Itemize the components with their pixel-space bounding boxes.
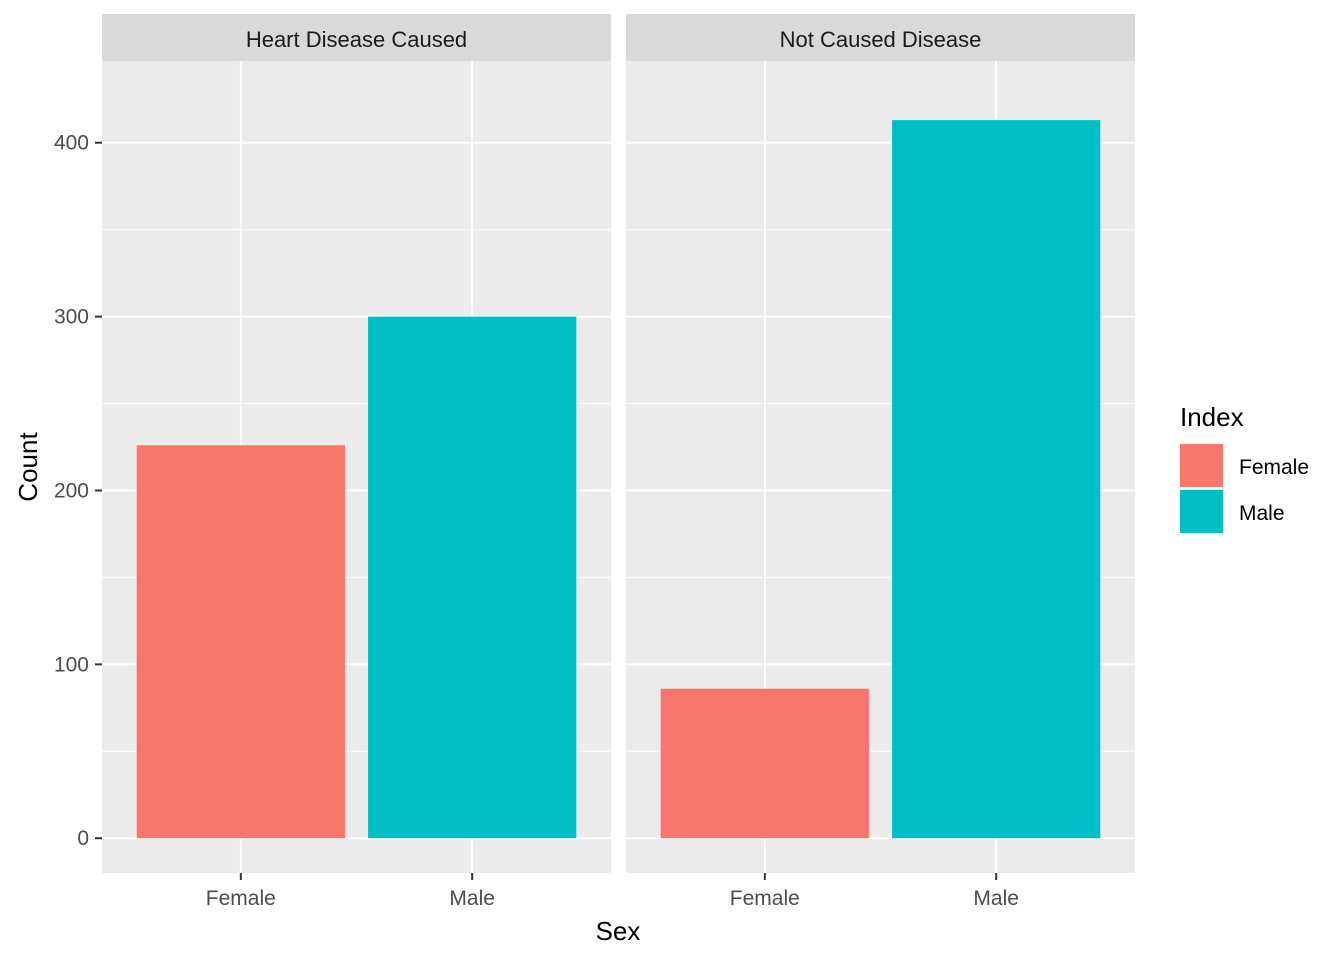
legend-key-male xyxy=(1180,490,1223,533)
x-tick-label: Female xyxy=(206,887,276,910)
y-tick-label: 300 xyxy=(54,306,89,329)
legend-key-female xyxy=(1180,444,1223,487)
facet-strip-label: Heart Disease Caused xyxy=(246,27,467,52)
legend-title: Index xyxy=(1180,402,1244,432)
legend-entries: Female Male xyxy=(1180,444,1309,533)
facet-strip xyxy=(102,14,611,61)
bar-female xyxy=(660,688,869,839)
bar-female xyxy=(136,445,345,839)
y-tick-label: 0 xyxy=(77,827,89,850)
y-axis: 0 100 200 300 400 xyxy=(54,132,102,850)
legend-label-male: Male xyxy=(1239,502,1285,525)
facet-strip xyxy=(626,14,1135,61)
legend: Index Female Male xyxy=(1180,402,1309,533)
bar-male xyxy=(892,120,1101,839)
y-tick-label: 200 xyxy=(54,479,89,502)
bar-male xyxy=(368,316,577,839)
legend-label-female: Female xyxy=(1239,456,1309,479)
x-tick-label: Male xyxy=(449,887,495,910)
facet-panel-2: Not Caused Disease Female Male xyxy=(626,14,1135,910)
x-tick-label: Female xyxy=(730,887,800,910)
x-axis-title: Sex xyxy=(596,916,641,946)
y-tick-label: 100 xyxy=(54,653,89,676)
facet-strip-label: Not Caused Disease xyxy=(780,27,982,52)
facet-panel-1: Heart Disease Caused Female Male xyxy=(102,14,611,910)
y-tick-label: 400 xyxy=(54,132,89,155)
x-tick-label: Male xyxy=(973,887,1019,910)
y-axis-title: Count xyxy=(13,432,43,502)
